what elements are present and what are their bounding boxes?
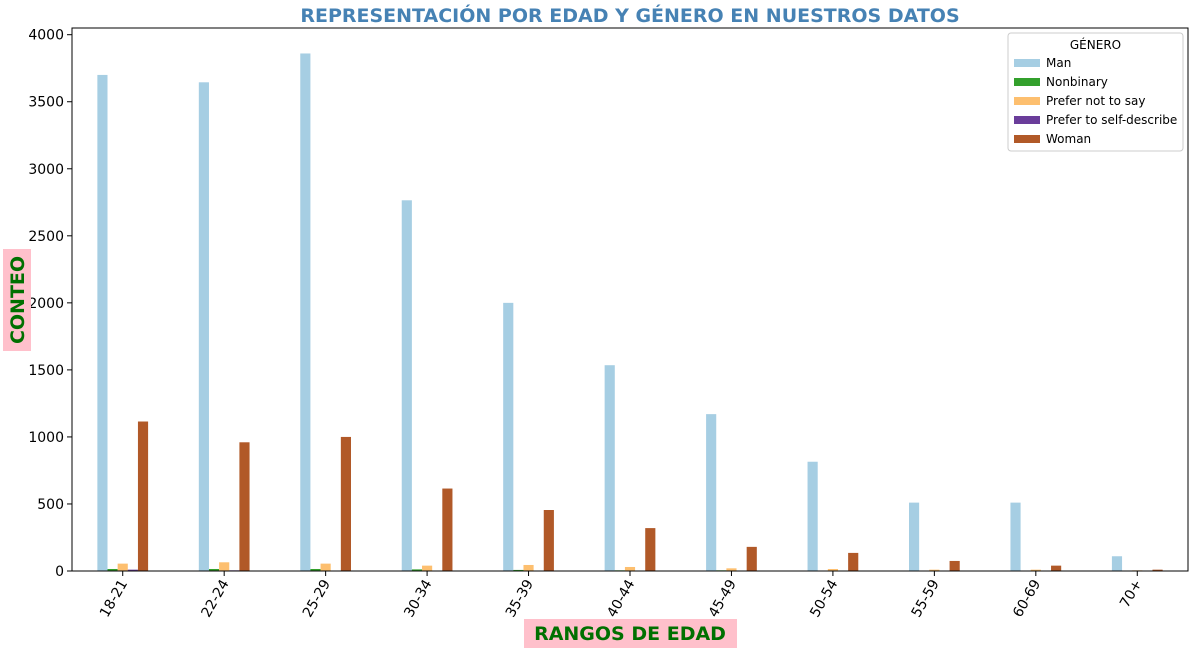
x-axis-label: RANGOS DE EDAD bbox=[534, 623, 726, 645]
bar bbox=[340, 436, 351, 571]
x-tick-label: 45-49 bbox=[706, 577, 740, 620]
bar bbox=[746, 546, 757, 571]
bar bbox=[219, 562, 230, 571]
x-tick-label: 50-54 bbox=[807, 577, 841, 620]
legend: GÉNERO Man Nonbinary Prefer not to say Prefe… bbox=[1007, 32, 1184, 152]
bar bbox=[1111, 556, 1123, 571]
y-tick-label: 3000 bbox=[28, 162, 64, 178]
bar bbox=[909, 502, 920, 571]
legend-label: Nonbinary bbox=[1046, 75, 1108, 89]
legend-label: Prefer not to say bbox=[1046, 94, 1145, 108]
y-tick-label: 500 bbox=[37, 497, 64, 513]
bar bbox=[1030, 569, 1041, 571]
bar bbox=[107, 568, 118, 571]
x-tick-label: 35-39 bbox=[503, 577, 537, 620]
bar bbox=[300, 53, 311, 572]
bar bbox=[503, 302, 514, 571]
bar bbox=[706, 414, 717, 571]
x-tick-label: 30-34 bbox=[401, 577, 435, 620]
bar bbox=[523, 564, 534, 571]
y-axis-label-background bbox=[3, 249, 31, 351]
legend-swatch bbox=[1014, 97, 1040, 105]
bar bbox=[117, 563, 128, 571]
legend-label: Man bbox=[1046, 56, 1071, 70]
bar bbox=[127, 569, 138, 571]
y-tick-label: 0 bbox=[55, 564, 64, 580]
legend-label: Prefer to self-describe bbox=[1046, 113, 1177, 127]
bar bbox=[137, 421, 149, 571]
bar bbox=[807, 461, 818, 571]
y-tick-label: 2500 bbox=[28, 229, 64, 245]
chart-title: REPRESENTACIÓN POR EDAD Y GÉNERO EN NUES… bbox=[300, 3, 959, 27]
x-tick-label: 60-69 bbox=[1010, 577, 1044, 620]
x-tick-label: 40-44 bbox=[604, 577, 638, 620]
bar bbox=[239, 442, 250, 571]
bar bbox=[401, 200, 412, 572]
y-axis-label: CONTEO bbox=[7, 256, 29, 344]
x-tick-label: 70+ bbox=[1117, 577, 1146, 611]
plot-area: 0 500 1000 1500 2000 2500 3000 3500 4000 18-21 22-… bbox=[28, 27, 1189, 620]
bar bbox=[1051, 565, 1062, 571]
bar bbox=[411, 569, 423, 571]
legend-swatch bbox=[1014, 116, 1040, 124]
legend-swatch bbox=[1014, 78, 1040, 86]
bar bbox=[848, 552, 859, 571]
bar bbox=[198, 82, 209, 572]
bar bbox=[929, 569, 940, 571]
bar bbox=[949, 560, 960, 571]
bar bbox=[543, 510, 554, 571]
y-tick-label: 4000 bbox=[28, 28, 64, 44]
legend-box bbox=[1007, 32, 1184, 152]
bar bbox=[726, 568, 737, 571]
x-axis-label-group: RANGOS DE EDAD bbox=[524, 619, 737, 648]
legend-label: Woman bbox=[1046, 132, 1091, 146]
y-tick-label: 2000 bbox=[28, 296, 64, 312]
bar bbox=[1010, 502, 1021, 571]
x-tick-label: 22-24 bbox=[198, 577, 232, 620]
series-woman bbox=[137, 421, 1163, 571]
x-tick-label: 55-59 bbox=[909, 577, 943, 620]
x-axis-label-background bbox=[524, 619, 737, 648]
y-tick-label: 1000 bbox=[28, 430, 64, 446]
bar bbox=[1152, 569, 1163, 571]
legend-title: GÉNERO bbox=[1070, 37, 1121, 52]
series-man bbox=[97, 53, 1123, 572]
bar bbox=[442, 488, 453, 571]
bar bbox=[624, 566, 636, 571]
x-tick-label: 18-21 bbox=[97, 577, 131, 620]
bar bbox=[827, 568, 838, 571]
bar bbox=[208, 568, 220, 571]
legend-swatch bbox=[1014, 59, 1040, 67]
y-tick-label: 3500 bbox=[28, 95, 64, 111]
bar bbox=[422, 565, 433, 571]
x-tick-label: 25-29 bbox=[300, 577, 334, 620]
bar bbox=[513, 569, 524, 571]
y-tick-label: 1500 bbox=[28, 363, 64, 379]
bar bbox=[645, 528, 656, 571]
bar bbox=[97, 74, 108, 572]
y-axis-label-group: CONTEO bbox=[3, 249, 31, 351]
series-prefer-not-to-say bbox=[117, 562, 1143, 571]
bar bbox=[604, 365, 615, 571]
legend-swatch bbox=[1014, 135, 1040, 143]
bar bbox=[310, 568, 321, 571]
bar bbox=[320, 563, 331, 571]
